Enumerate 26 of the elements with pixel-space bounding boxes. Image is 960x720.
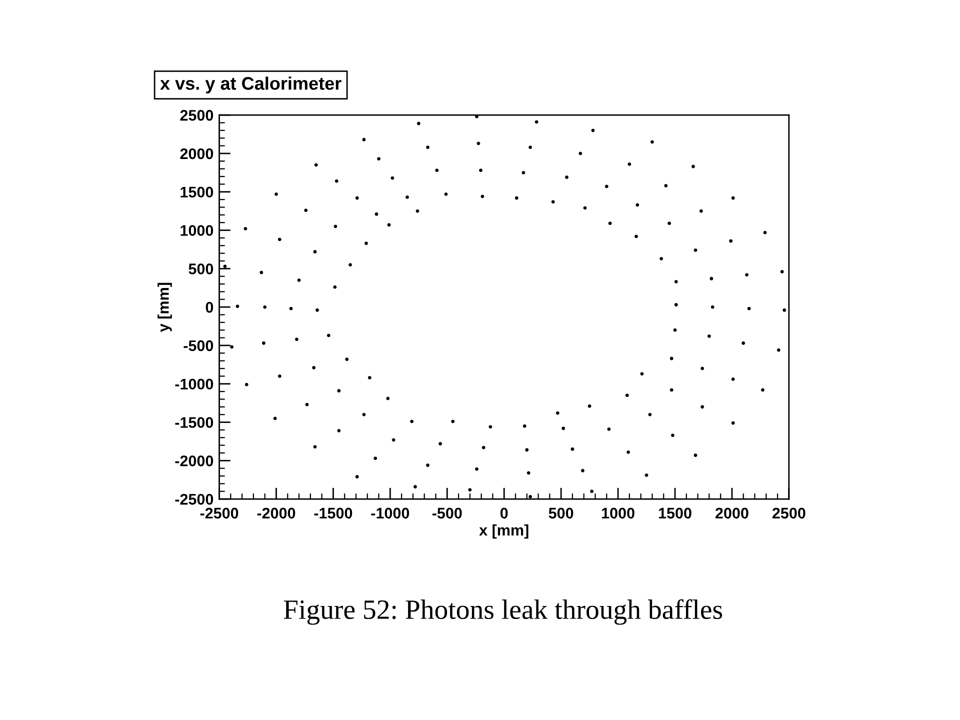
- y-tick-label: 1000: [180, 225, 214, 236]
- y-axis-title: y [mm]: [158, 282, 172, 332]
- y-tick-label: -1500: [175, 417, 214, 428]
- caption: Figure 52: Photons leak through baffles: [284, 599, 722, 625]
- y-tick-label: -500: [184, 340, 214, 352]
- x-tick-label: 1000: [602, 508, 634, 519]
- chart-title: x vs. y at Calorimeter: [160, 76, 342, 94]
- y-tick-label: -2000: [175, 456, 214, 466]
- y-tick-label: 2000: [180, 148, 214, 160]
- y-tick-label: -2500: [175, 494, 214, 505]
- y-tick-label: 500: [188, 264, 214, 274]
- x-tick-label: -2500: [200, 508, 238, 519]
- x-axis-title: x [mm]: [479, 524, 528, 539]
- x-tick-label: 0: [500, 508, 508, 519]
- x-tick-label: 1500: [658, 508, 692, 519]
- x-tick-label: -2000: [257, 508, 296, 519]
- x-tick-label: 2500: [772, 508, 806, 519]
- y-tick-label: 1500: [180, 186, 214, 198]
- x-tick-label: 2000: [716, 508, 748, 519]
- x-tick-label: 500: [548, 508, 574, 519]
- y-tick-label: 2500: [180, 110, 214, 121]
- y-tick-label: 0: [206, 302, 214, 313]
- y-tick-label: -1000: [175, 378, 214, 390]
- x-tick-label: -1000: [371, 508, 410, 519]
- x-tick-label: -500: [432, 508, 462, 519]
- x-tick-label: -1500: [314, 508, 352, 519]
